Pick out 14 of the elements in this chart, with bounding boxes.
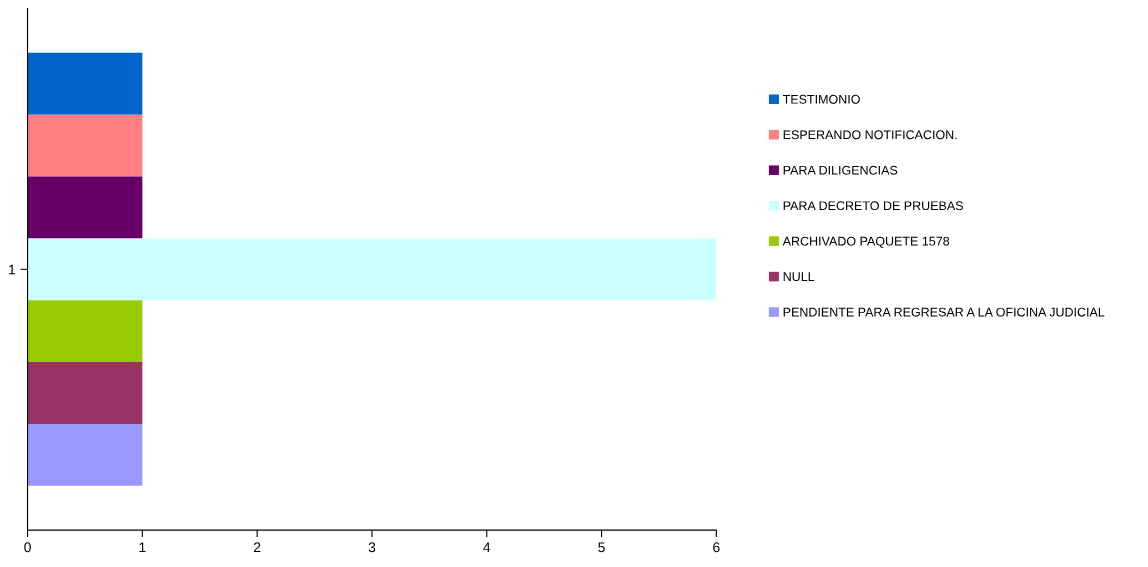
legend-label: PARA DILIGENCIAS [783, 165, 898, 175]
legend-label: ARCHIVADO PAQUETE 1578 [782, 236, 950, 248]
legend-label: ESPERANDO NOTIFICACION. [783, 130, 957, 140]
x-tick-label: 2 [253, 542, 261, 553]
x-tick-label: 1 [139, 542, 146, 553]
legend-label: PENDIENTE PARA REGRESAR A LA OFICINA JUDICIAL [783, 307, 1105, 317]
legend-label: PARA DECRETO DE PRUEBAS [783, 201, 963, 211]
legend-label: TESTIMONIO [782, 94, 860, 104]
x-tick-label: 4 [483, 542, 491, 553]
x-tick-label: 3 [368, 542, 376, 553]
x-tick-label: 6 [713, 542, 720, 553]
legend-label: NULL [783, 272, 815, 282]
x-tick-label: 0 [24, 542, 31, 553]
x-tick-label: 5 [598, 542, 605, 553]
